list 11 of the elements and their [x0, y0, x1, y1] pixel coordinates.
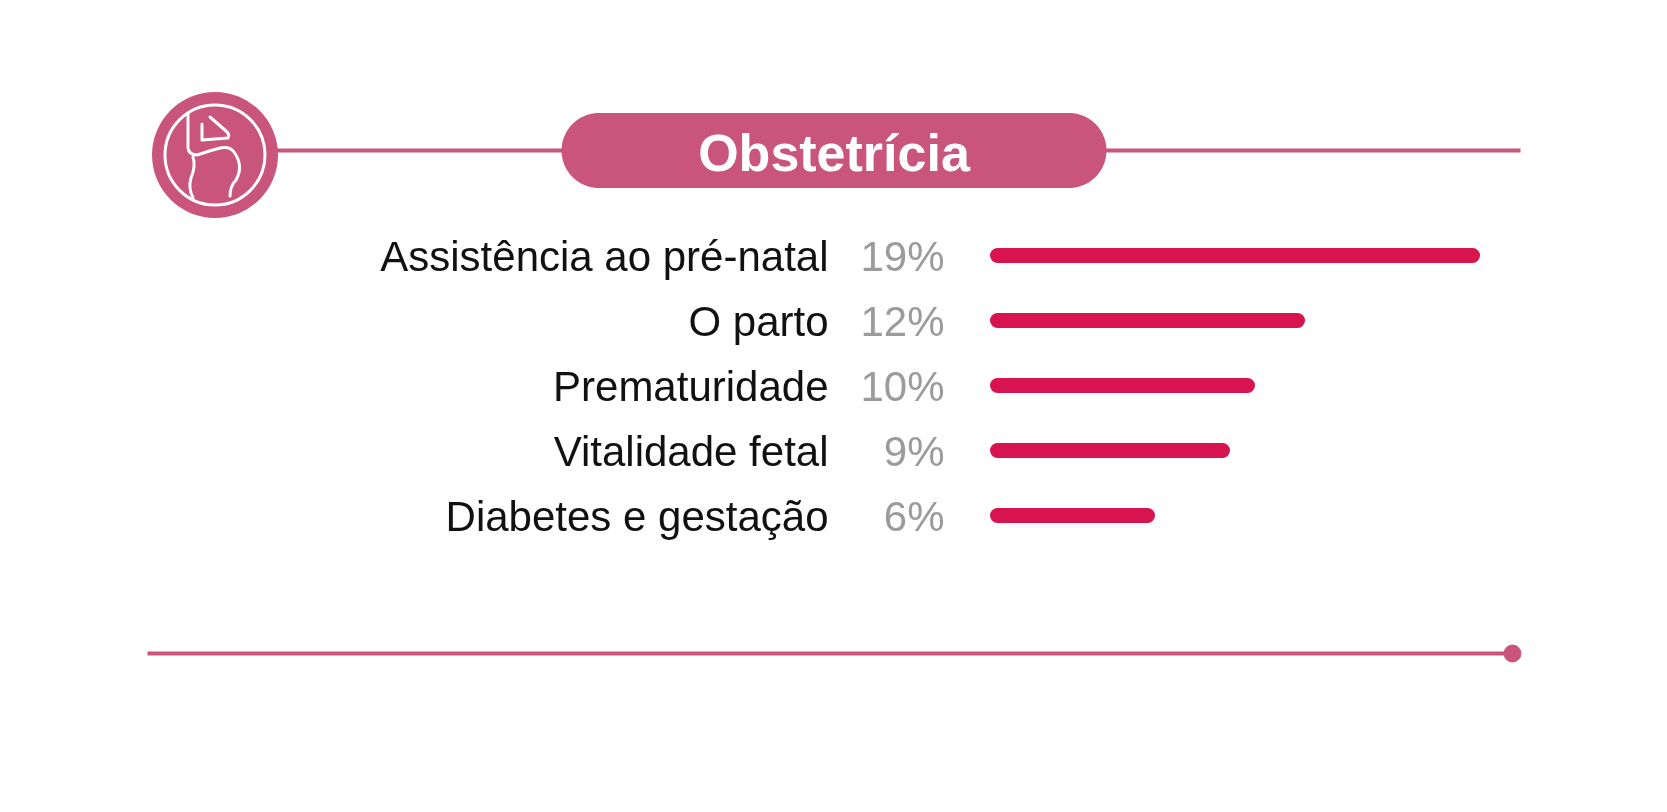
- data-label: 6%: [883, 493, 945, 540]
- y-tick-label: Prematuridade: [553, 363, 829, 410]
- y-tick-label: Diabetes e gestação: [445, 493, 829, 540]
- data-label: 19%: [860, 233, 945, 280]
- data-label: 10%: [860, 363, 945, 410]
- y-tick-label: Vitalidade fetal: [553, 428, 829, 475]
- data-label: 9%: [883, 428, 945, 475]
- chart-title: Obstetrícia: [698, 123, 971, 182]
- y-tick-label: O parto: [688, 298, 829, 345]
- y-tick-label: Assistência ao pré-natal: [380, 233, 829, 280]
- data-label: 12%: [860, 298, 945, 345]
